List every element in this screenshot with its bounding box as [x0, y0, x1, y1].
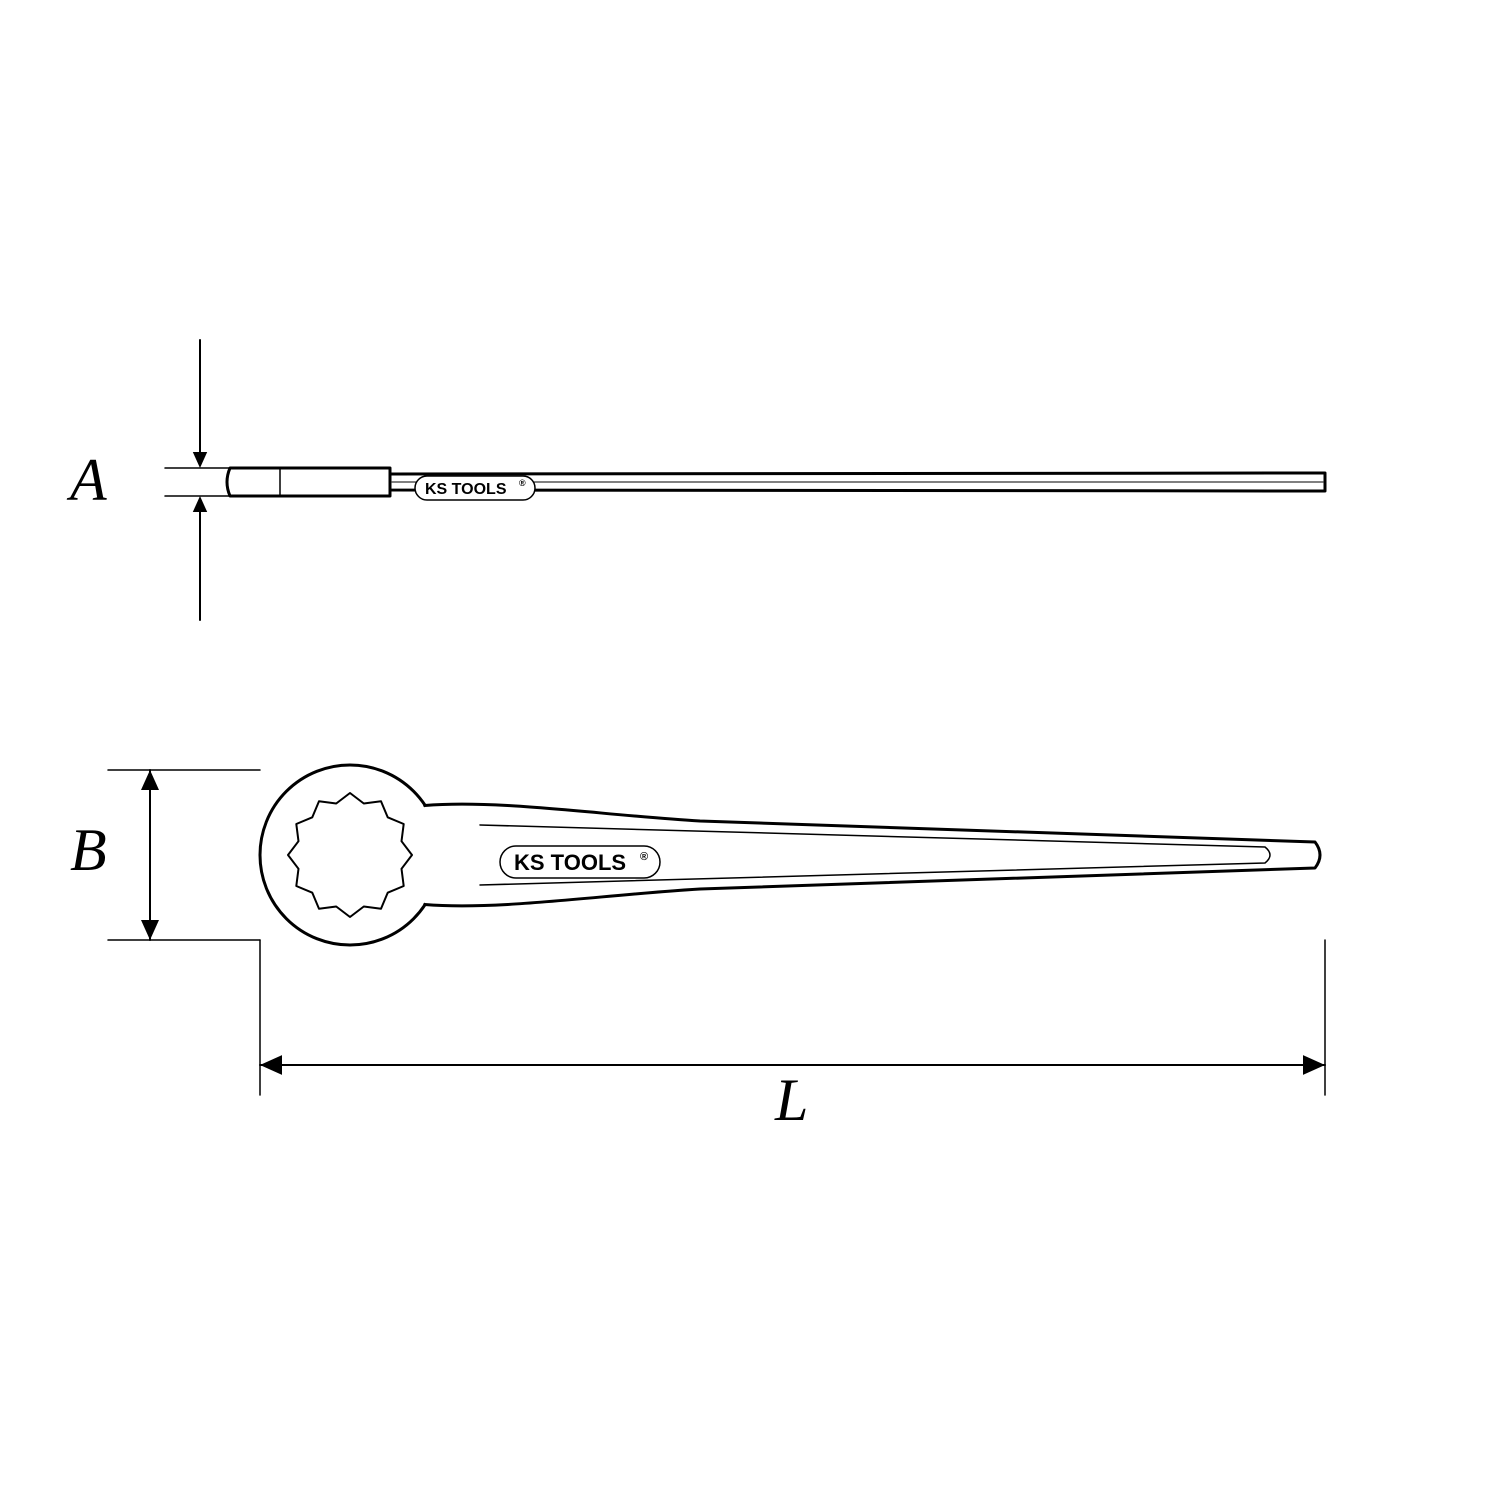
side-view: KS TOOLS ® [227, 468, 1325, 500]
brand-label-top: KS TOOLS [514, 850, 626, 875]
label-L: L [774, 1067, 808, 1133]
label-B: B [70, 817, 107, 883]
label-A: A [66, 447, 107, 513]
technical-drawing: KS TOOLS ® KS TOOLS ® A B L [0, 0, 1500, 1500]
brand-label-side: KS TOOLS [425, 481, 507, 498]
svg-text:®: ® [519, 478, 526, 488]
top-view: KS TOOLS ® [260, 765, 1320, 945]
dimension-L: L [260, 940, 1325, 1133]
svg-text:®: ® [640, 851, 648, 863]
dimension-A: A [66, 340, 230, 620]
dimension-B: B [70, 770, 260, 940]
